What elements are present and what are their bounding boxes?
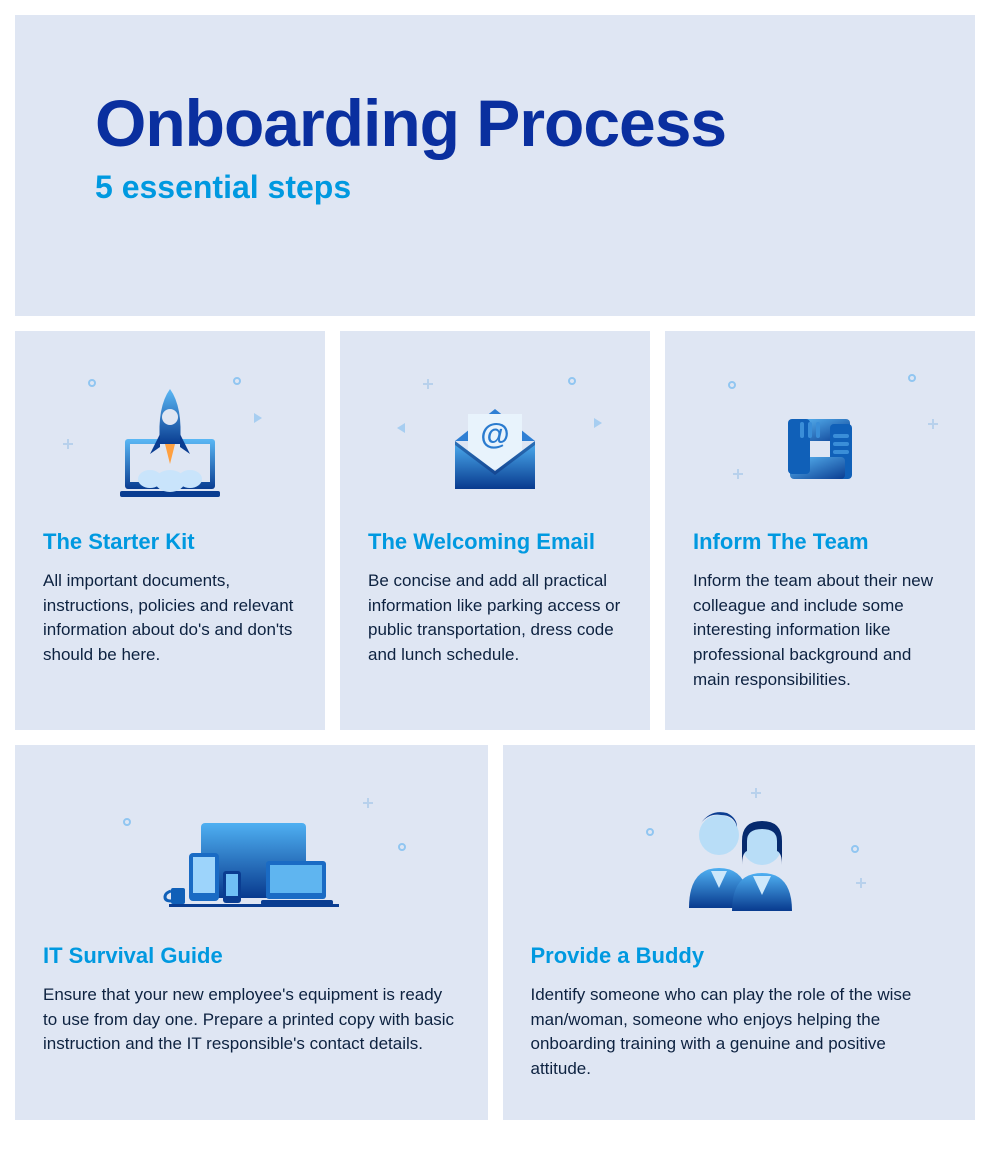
svg-text:@: @ (480, 418, 509, 451)
header-panel: Onboarding Process 5 essential steps (15, 15, 975, 316)
card-text: Be concise and add all practical informa… (368, 569, 622, 668)
main-title: Onboarding Process (95, 85, 895, 161)
card-starter-kit: The Starter Kit All important documents,… (15, 331, 325, 730)
card-title: Provide a Buddy (531, 943, 948, 969)
cards-row-1: The Starter Kit All important documents,… (15, 331, 975, 730)
hands-team-icon (745, 379, 895, 509)
card-provide-buddy: Provide a Buddy Identify someone who can… (503, 745, 976, 1120)
card-inform-team: Inform The Team Inform the team about th… (665, 331, 975, 730)
card-it-survival: IT Survival Guide Ensure that your new e… (15, 745, 488, 1120)
card-text: Identify someone who can play the role o… (531, 983, 948, 1082)
card-title: The Welcoming Email (368, 529, 622, 555)
cards-row-2: IT Survival Guide Ensure that your new e… (15, 745, 975, 1120)
card-title: Inform The Team (693, 529, 947, 555)
card-title: IT Survival Guide (43, 943, 460, 969)
buddy-icon-zone (531, 773, 948, 943)
team-icon-zone (693, 359, 947, 529)
card-text: Inform the team about their new colleagu… (693, 569, 947, 692)
rocket-laptop-icon (95, 379, 245, 509)
email-icon-zone: @ (368, 359, 622, 529)
email-at-icon: @ (420, 379, 570, 509)
card-welcoming-email: @ The Welcoming Email Be concise and add… (340, 331, 650, 730)
card-text: All important documents, instructions, p… (43, 569, 297, 668)
people-buddy-icon (639, 793, 839, 923)
card-text: Ensure that your new employee's equipmen… (43, 983, 460, 1057)
devices-icon (151, 793, 351, 923)
card-title: The Starter Kit (43, 529, 297, 555)
devices-icon-zone (43, 773, 460, 943)
subtitle: 5 essential steps (95, 169, 895, 206)
starter-kit-icon-zone (43, 359, 297, 529)
